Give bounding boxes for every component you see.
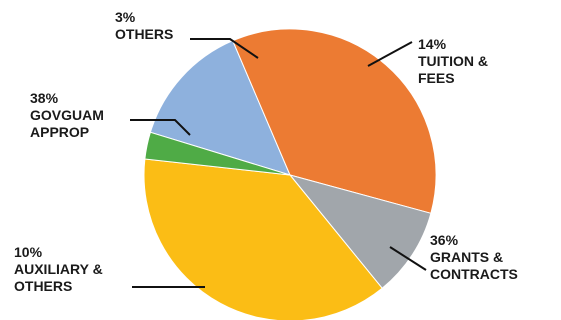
- label-auxiliary-others: 10% AUXILIARY & OTHERS: [14, 244, 103, 294]
- label-others: 3% OTHERS: [115, 9, 173, 42]
- leader-lines: [130, 38, 427, 288]
- label-line: GRANTS &: [430, 249, 503, 265]
- label-tuition-fees: 14% TUITION & FEES: [418, 36, 488, 86]
- label-line: 3%: [115, 9, 136, 25]
- label-line: 10%: [14, 244, 43, 260]
- label-line: OTHERS: [14, 278, 72, 294]
- leader-line-tuition-fees: [367, 41, 413, 67]
- label-line: 36%: [430, 232, 459, 248]
- slice-grants-contracts: [232, 28, 437, 214]
- slice-others: [144, 131, 291, 176]
- label-line: GOVGUAM: [30, 107, 104, 123]
- label-line: CONTRACTS: [430, 266, 518, 282]
- slice-govguam-approp: [143, 158, 383, 320]
- label-line: 14%: [418, 36, 447, 52]
- label-grants-contracts: 36% GRANTS & CONTRACTS: [430, 232, 518, 282]
- label-line: FEES: [418, 70, 455, 86]
- pie-slices: [143, 28, 437, 320]
- slice-auxiliary-others: [288, 174, 432, 289]
- leader-line-govguam-approp: [130, 119, 191, 136]
- label-line: APPROP: [30, 124, 89, 140]
- label-line: OTHERS: [115, 26, 173, 42]
- label-line: TUITION &: [418, 53, 488, 69]
- leader-line-others: [190, 38, 259, 59]
- label-govguam-approp: 38% GOVGUAM APPROP: [30, 90, 104, 140]
- slice-tuition-fees: [149, 40, 291, 176]
- label-line: AUXILIARY &: [14, 261, 103, 277]
- leader-line-grants-contracts: [389, 246, 427, 271]
- label-line: 38%: [30, 90, 59, 106]
